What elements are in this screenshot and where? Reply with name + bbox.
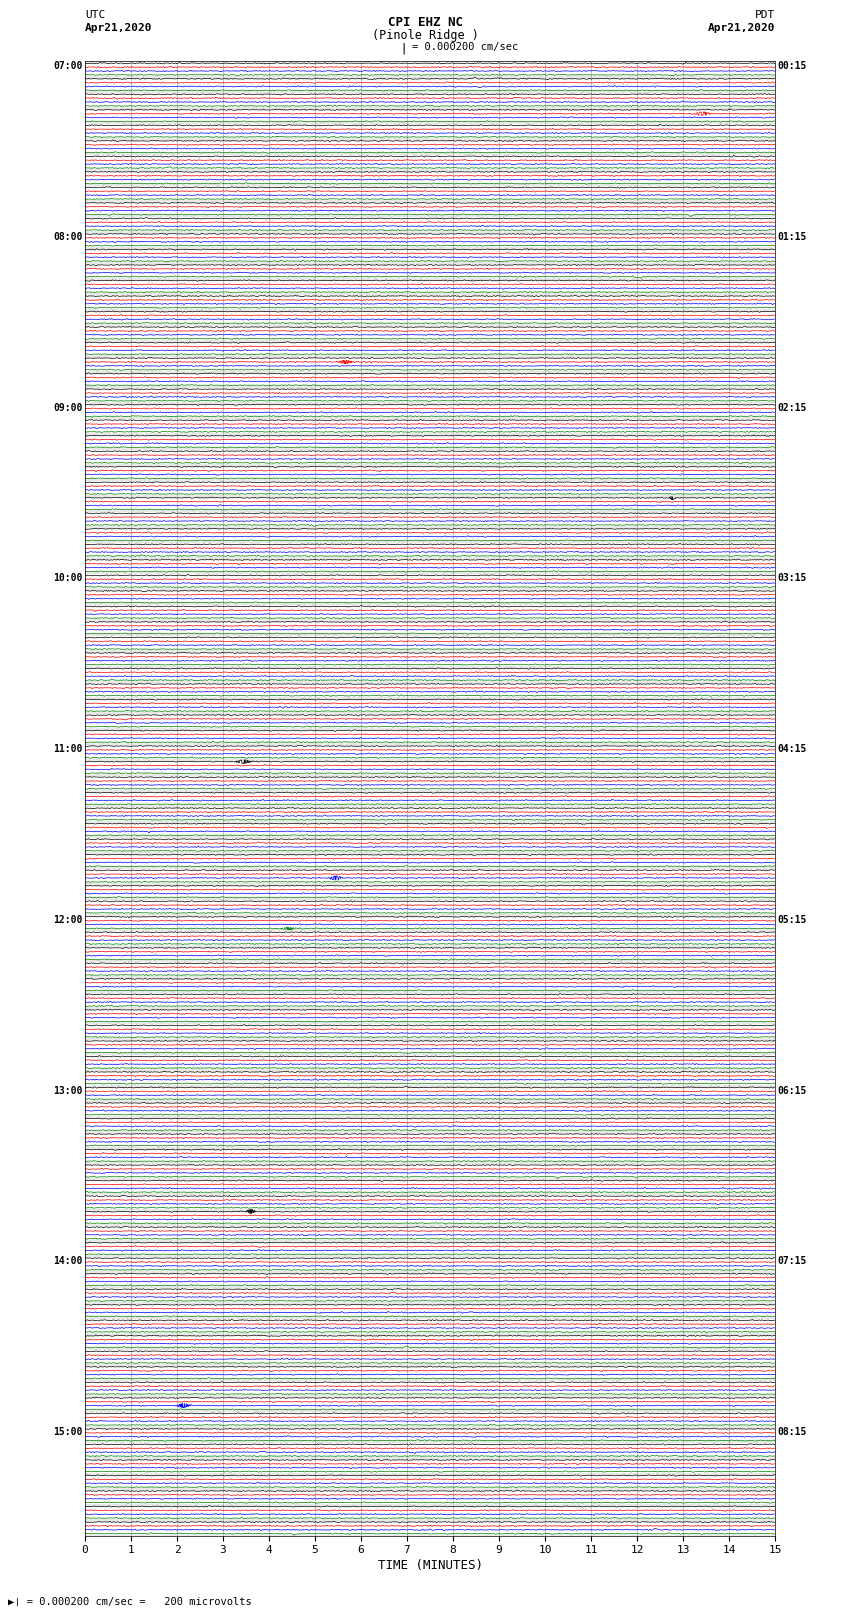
Text: ▶❘ = 0.000200 cm/sec =   200 microvolts: ▶❘ = 0.000200 cm/sec = 200 microvolts <box>8 1597 252 1607</box>
Text: ❘: ❘ <box>400 42 408 56</box>
Text: 11:00: 11:00 <box>54 744 83 755</box>
Text: 06:15: 06:15 <box>777 1086 807 1095</box>
Text: 07:00: 07:00 <box>54 61 83 71</box>
Text: 01:15: 01:15 <box>777 232 807 242</box>
Text: 04:15: 04:15 <box>777 744 807 755</box>
Text: 00:15: 00:15 <box>777 61 807 71</box>
Text: 13:00: 13:00 <box>54 1086 83 1095</box>
Text: 09:00: 09:00 <box>54 403 83 413</box>
Text: PDT: PDT <box>755 10 775 19</box>
Text: UTC: UTC <box>85 10 105 19</box>
Text: CPI EHZ NC: CPI EHZ NC <box>388 16 462 29</box>
Text: 03:15: 03:15 <box>777 573 807 584</box>
Text: 10:00: 10:00 <box>54 573 83 584</box>
Text: 07:15: 07:15 <box>777 1257 807 1266</box>
X-axis label: TIME (MINUTES): TIME (MINUTES) <box>377 1560 483 1573</box>
Text: 05:15: 05:15 <box>777 915 807 924</box>
Text: 08:00: 08:00 <box>54 232 83 242</box>
Text: 12:00: 12:00 <box>54 915 83 924</box>
Text: = 0.000200 cm/sec: = 0.000200 cm/sec <box>412 42 518 52</box>
Text: 02:15: 02:15 <box>777 403 807 413</box>
Text: 15:00: 15:00 <box>54 1428 83 1437</box>
Text: 08:15: 08:15 <box>777 1428 807 1437</box>
Text: Apr21,2020: Apr21,2020 <box>85 23 152 32</box>
Text: (Pinole Ridge ): (Pinole Ridge ) <box>371 29 479 42</box>
Text: Apr21,2020: Apr21,2020 <box>708 23 775 32</box>
Text: 14:00: 14:00 <box>54 1257 83 1266</box>
